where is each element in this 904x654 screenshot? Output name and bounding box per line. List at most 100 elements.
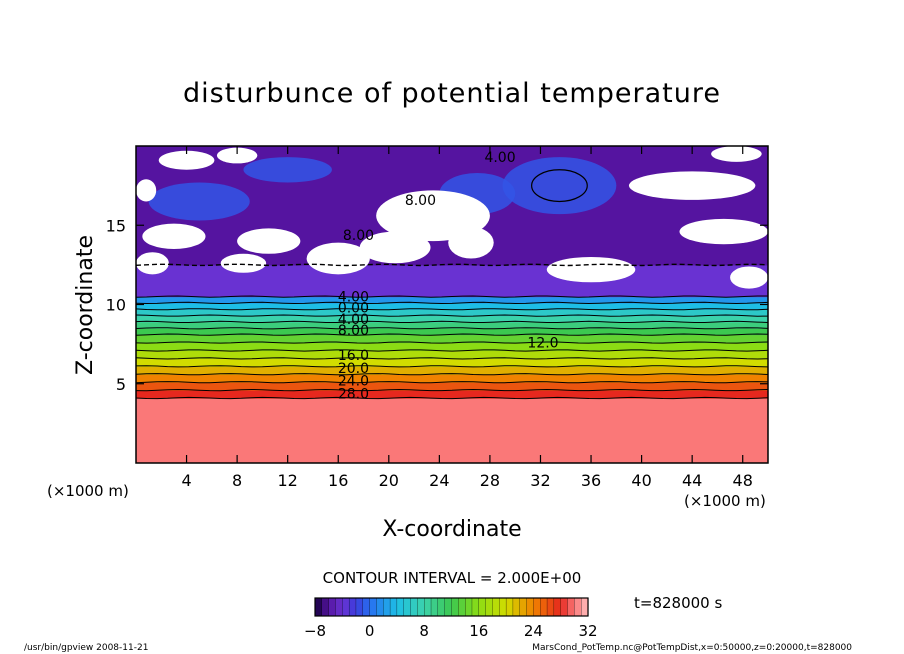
undefined-region bbox=[546, 256, 636, 283]
colorbar-strip bbox=[464, 597, 473, 617]
colorbar-strip bbox=[335, 597, 343, 617]
contour-label: 20.0 bbox=[338, 361, 369, 377]
contour-line bbox=[136, 308, 768, 311]
contour-label: 8.00 bbox=[405, 193, 436, 209]
contour-label: 4.00 bbox=[338, 290, 369, 306]
y-tick-label: 5 bbox=[116, 375, 126, 394]
colorbar-strip bbox=[505, 597, 514, 617]
y-axis-title: Z-coordinate bbox=[73, 235, 98, 375]
colorbar-strip bbox=[348, 597, 357, 617]
colorbar-tick-label: 32 bbox=[578, 622, 597, 640]
colorbar-strip bbox=[396, 597, 405, 617]
contour-line bbox=[136, 396, 768, 400]
undefined-region bbox=[136, 179, 157, 202]
contour-layer bbox=[136, 390, 768, 399]
colorbar-strip bbox=[492, 597, 500, 617]
colorbar-strip bbox=[526, 597, 534, 617]
undefined-region bbox=[359, 231, 431, 264]
undefined-region bbox=[306, 242, 370, 275]
colorbar-tick-label: 8 bbox=[419, 622, 429, 640]
y-axis: 5 10 15 bbox=[106, 216, 768, 394]
colorbar-strip bbox=[403, 597, 412, 617]
contour-label: 12.0 bbox=[527, 336, 558, 352]
colorbar-frame bbox=[314, 597, 589, 617]
colorbar-strip bbox=[369, 597, 377, 617]
contour-line bbox=[136, 373, 768, 376]
colorbar-strip bbox=[581, 597, 589, 617]
colorbar-strip bbox=[451, 597, 459, 617]
colorbar-tick-label: −8 bbox=[304, 622, 326, 640]
contour-line bbox=[136, 381, 768, 384]
contour-layer bbox=[136, 309, 768, 317]
colorbar-strip bbox=[458, 597, 466, 617]
colorbar-strip bbox=[512, 597, 521, 617]
colorbar-strip bbox=[553, 597, 562, 617]
x-tick-label: 12 bbox=[278, 471, 298, 490]
undefined-region bbox=[142, 223, 206, 250]
x-tick-label: 16 bbox=[328, 471, 348, 490]
undefined-region bbox=[237, 228, 301, 254]
contour-layer bbox=[136, 374, 768, 383]
colorbar-strip bbox=[437, 597, 446, 617]
x-tick-label: 28 bbox=[480, 471, 500, 490]
contour-line bbox=[136, 357, 768, 360]
footer-left: /usr/bin/gpview 2008-11-21 bbox=[24, 643, 148, 653]
x-tick-label: 24 bbox=[429, 471, 449, 490]
contour-line bbox=[136, 365, 768, 368]
contour-line bbox=[136, 314, 768, 317]
x-tick-label: 36 bbox=[581, 471, 601, 490]
contour-label: 4.00 bbox=[338, 312, 369, 328]
x-tick-label: 40 bbox=[631, 471, 651, 490]
contour-line bbox=[136, 295, 768, 298]
colorbar-tick-label: 0 bbox=[365, 622, 375, 640]
colorbar-strip bbox=[362, 597, 371, 617]
colorbar-strip bbox=[478, 597, 487, 617]
x-tick-label: 8 bbox=[232, 471, 242, 490]
colorbar: −8 0 8 16 24 32 bbox=[304, 597, 598, 640]
colorbar-strip bbox=[485, 597, 493, 617]
contour-line bbox=[136, 333, 768, 336]
contour-layer bbox=[136, 328, 768, 336]
contour-layer bbox=[136, 321, 768, 329]
contour-labels: 4.008.008.004.000.004.008.0012.016.020.0… bbox=[338, 150, 559, 402]
contour-line bbox=[531, 169, 588, 203]
contour-line bbox=[136, 341, 768, 344]
y-tick-label: 15 bbox=[106, 216, 126, 235]
x-tick-label: 32 bbox=[530, 471, 550, 490]
x-axis-title: X-coordinate bbox=[382, 517, 521, 542]
colorbar-strip bbox=[328, 597, 337, 617]
colorbar-strip bbox=[383, 597, 391, 617]
contour-blob bbox=[148, 182, 250, 221]
plot-area: 4.008.008.004.000.004.008.0012.016.020.0… bbox=[135, 145, 769, 464]
contour-line bbox=[136, 388, 768, 392]
colorbar-strip bbox=[321, 597, 330, 617]
z-unit-label: (×1000 m) bbox=[47, 482, 129, 500]
colorbar-strip bbox=[342, 597, 350, 617]
colorbar-strip bbox=[540, 597, 548, 617]
undefined-region bbox=[158, 150, 215, 170]
contour-label: 8.00 bbox=[343, 228, 374, 244]
contour-layer bbox=[136, 296, 768, 304]
colorbar-strip bbox=[424, 597, 432, 617]
colorbar-tick-label: 24 bbox=[524, 622, 543, 640]
colorbar-strip bbox=[410, 597, 418, 617]
colorbar-strip bbox=[560, 597, 569, 617]
undefined-region bbox=[628, 171, 756, 200]
undefined-region bbox=[711, 146, 762, 162]
undefined-region bbox=[679, 218, 768, 245]
contour-line bbox=[136, 349, 768, 352]
contour-line bbox=[136, 327, 768, 330]
colorbar-strip bbox=[499, 597, 507, 617]
undefined-regions bbox=[136, 146, 768, 289]
contour-layer bbox=[136, 398, 768, 463]
contour-layer bbox=[136, 366, 768, 375]
undefined-region bbox=[448, 226, 494, 259]
undefined-region bbox=[136, 252, 169, 275]
colorbar-strip bbox=[389, 597, 398, 617]
colorbar-strip bbox=[376, 597, 384, 617]
contour-blob bbox=[502, 157, 617, 215]
chart-title: disturbunce of potential temperature bbox=[183, 78, 721, 109]
contour-lines bbox=[136, 169, 768, 400]
colorbar-strip bbox=[567, 597, 575, 617]
contour-layer bbox=[136, 334, 768, 344]
